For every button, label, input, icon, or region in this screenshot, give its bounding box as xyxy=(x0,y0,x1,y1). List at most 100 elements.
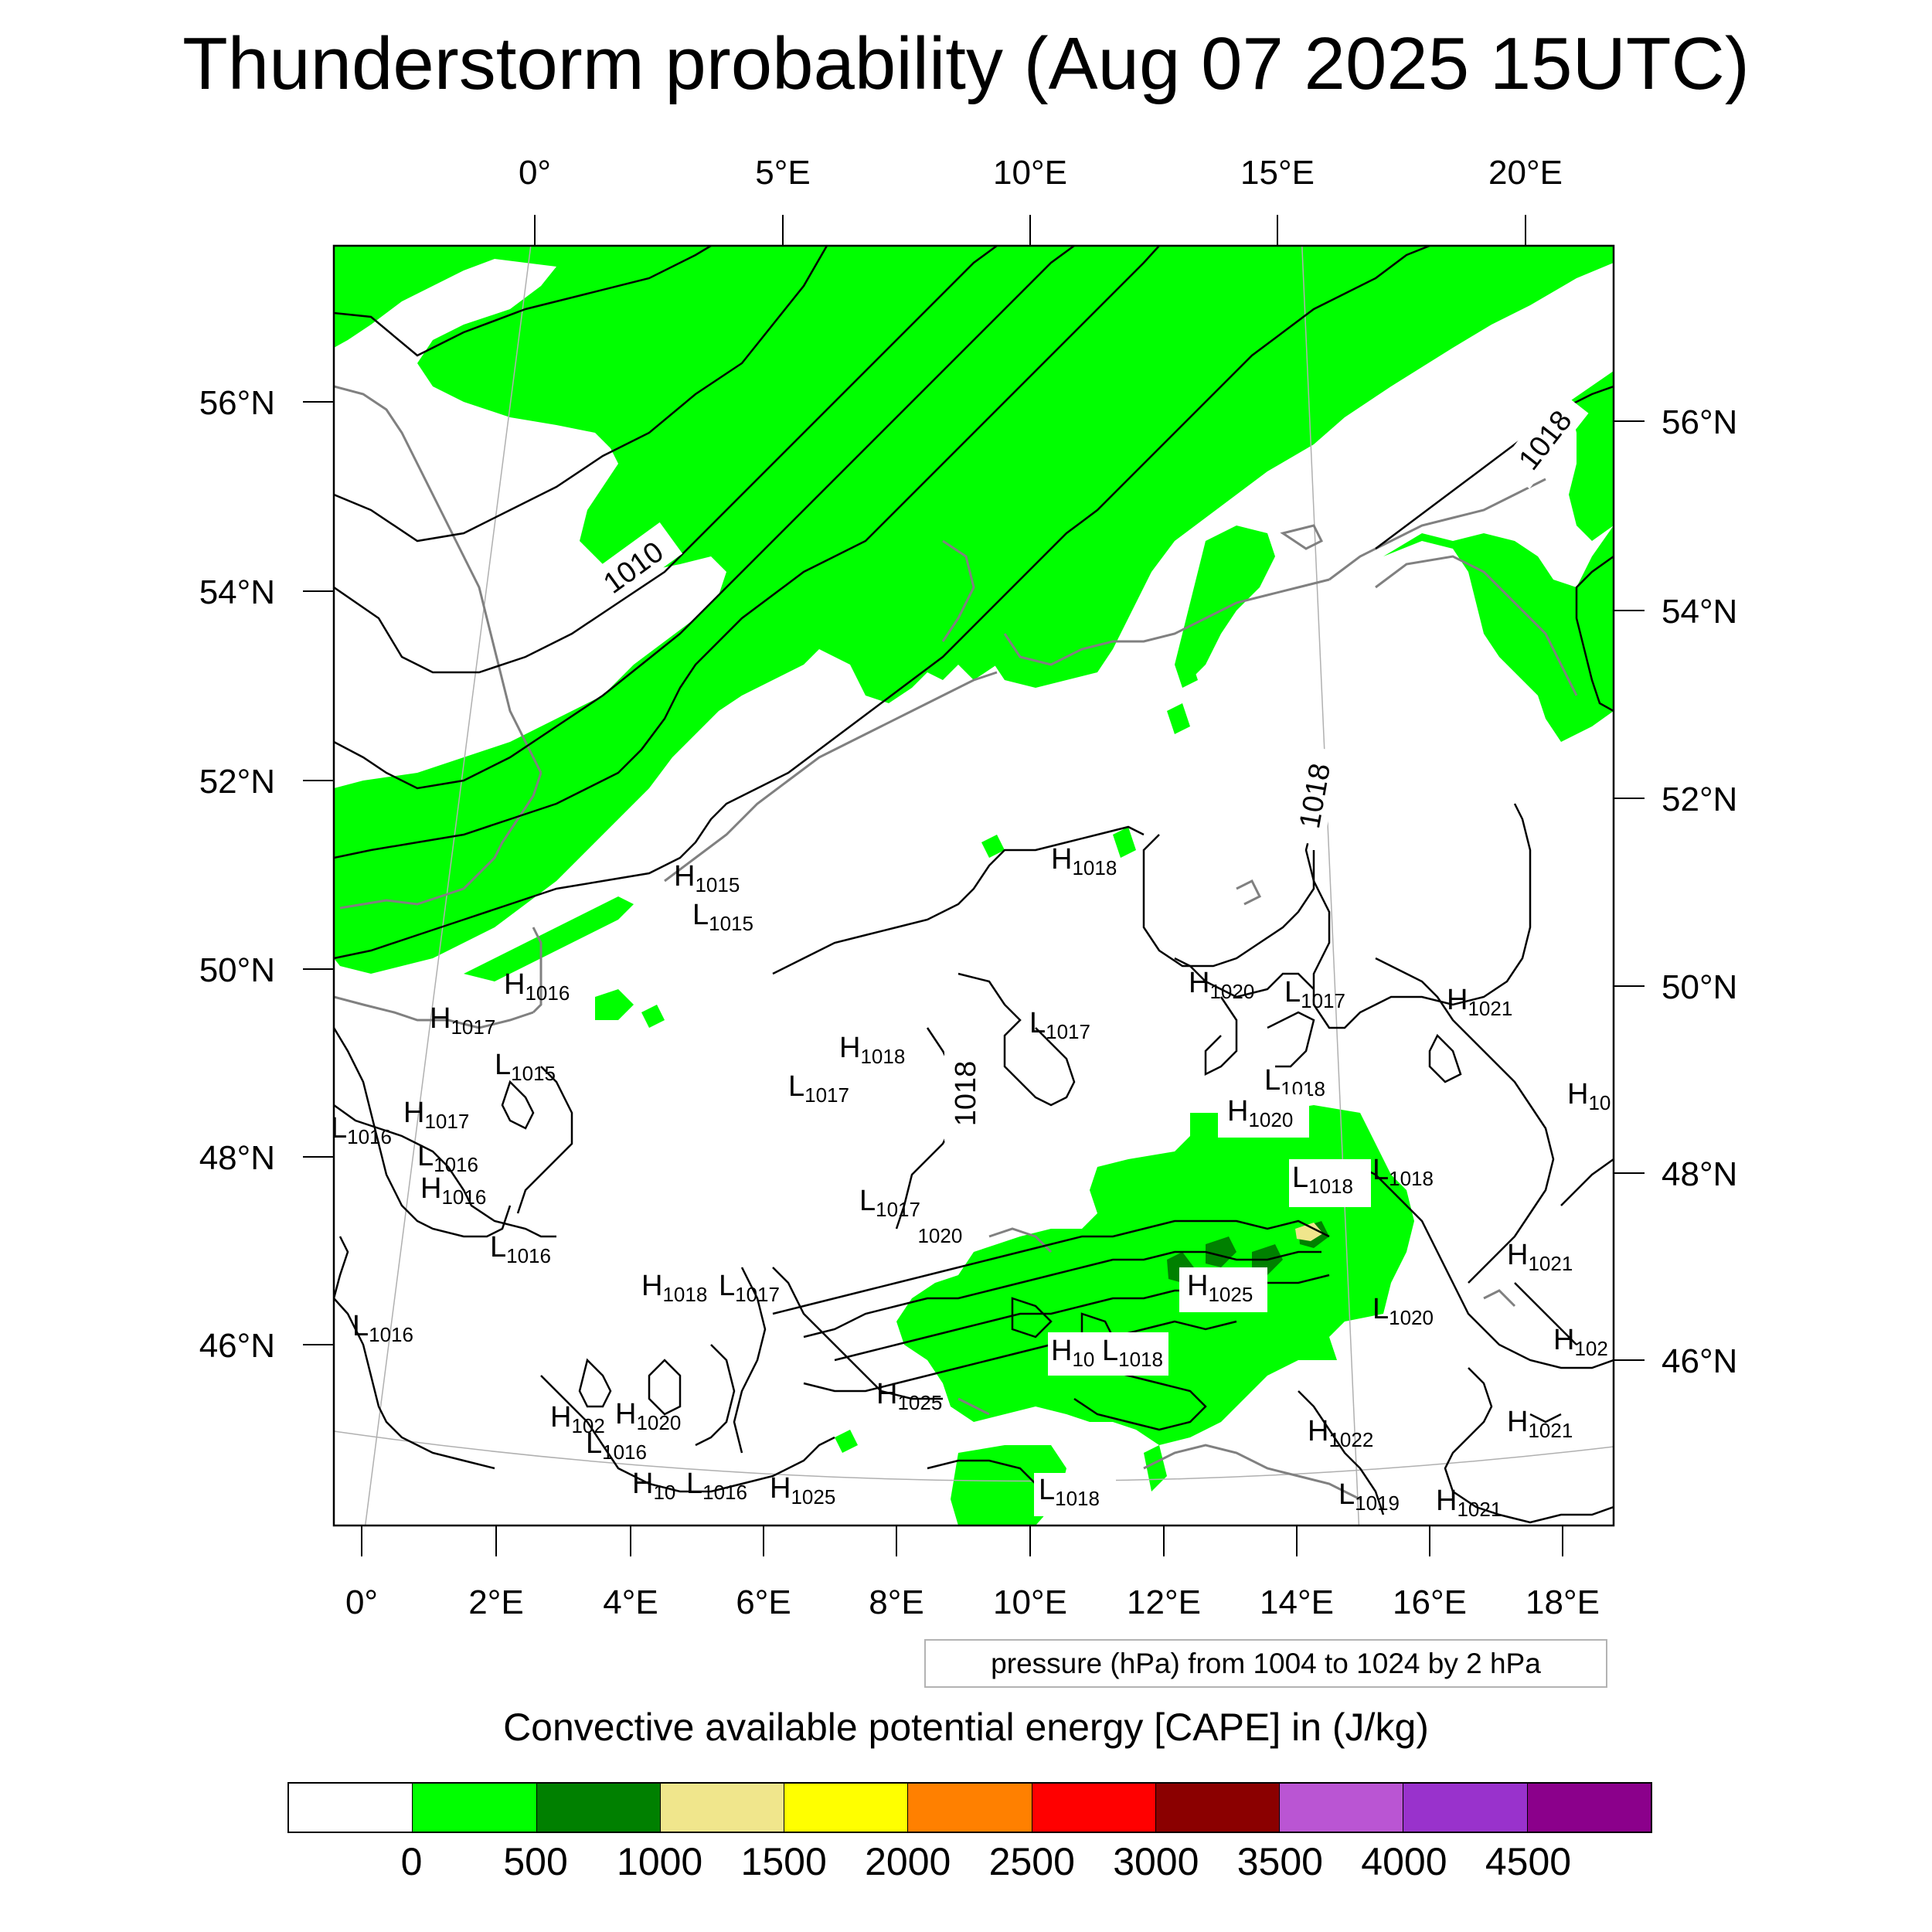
pressure-center-label: H1020 xyxy=(1189,967,1254,1003)
bottom-tick-label: 2°E xyxy=(468,1583,523,1621)
pressure-center-label: L1016 xyxy=(352,1310,413,1346)
graticule xyxy=(334,246,1614,1526)
colorbar-swatch xyxy=(1155,1784,1281,1832)
pressure-center-label: L1015 xyxy=(495,1049,556,1085)
colorbar-tick-label: 4000 xyxy=(1361,1840,1447,1883)
bottom-tick-label: 0° xyxy=(345,1583,378,1621)
pressure-center-label: H1020 xyxy=(1227,1095,1293,1131)
colorbar-swatch xyxy=(536,1784,661,1832)
coastlines xyxy=(334,385,1578,1501)
colorbar xyxy=(287,1782,1652,1833)
colorbar-swatch xyxy=(1280,1784,1404,1832)
pressure-center-label: L1018 xyxy=(1039,1474,1100,1510)
pressure-center-label: L1017 xyxy=(1029,1007,1090,1043)
pressure-center-label: H1021 xyxy=(1447,984,1512,1020)
bottom-tick-label: 16°E xyxy=(1393,1583,1467,1621)
pressure-center-label: H102 xyxy=(550,1401,605,1437)
left-tick-label: 52°N xyxy=(199,763,275,801)
colorbar-tick-label: 3500 xyxy=(1236,1840,1323,1883)
pressure-center-label: H1025 xyxy=(1187,1270,1253,1306)
bottom-tick-label: 6°E xyxy=(736,1583,791,1621)
pressure-center-label: H1015 xyxy=(674,860,740,896)
colorbar-swatch xyxy=(1527,1784,1651,1832)
pressure-center-label: L1016 xyxy=(331,1112,392,1148)
bottom-tick-label: 4°E xyxy=(603,1583,658,1621)
pressure-center-label: H1016 xyxy=(504,968,570,1005)
pressure-center-label: H10 xyxy=(632,1468,675,1504)
map-plot-area: 1010 1018 1018 1018 H1015 L1015 H1018 H1… xyxy=(331,246,1614,1526)
colorbar-swatch xyxy=(1032,1784,1156,1832)
pressure-center-label: L1017 xyxy=(859,1185,920,1221)
right-tick-label: 46°N xyxy=(1662,1342,1737,1380)
right-tick-label: 52°N xyxy=(1662,781,1737,818)
colorbar-tick-label: 1000 xyxy=(617,1840,703,1883)
pressure-center-label: H1025 xyxy=(770,1472,835,1509)
colorbar-swatch xyxy=(784,1784,909,1832)
pressure-center-label: L1018 xyxy=(1292,1162,1353,1198)
pressure-center-label: H1020 xyxy=(896,1211,962,1247)
colorbar-tick-label: 0 xyxy=(400,1840,423,1883)
left-tick-label: 46°N xyxy=(199,1327,275,1365)
pressure-center-label: L1016 xyxy=(586,1427,647,1464)
pressure-center-label: L1018 xyxy=(1372,1154,1434,1190)
pressure-center-label: L1018 xyxy=(1102,1335,1163,1371)
isobars xyxy=(334,246,1614,1524)
colorbar-swatch xyxy=(413,1784,537,1832)
colorbar-tick-label: 3000 xyxy=(1113,1840,1199,1883)
pressure-center-label: H102 xyxy=(1553,1324,1608,1360)
bottom-tick-label: 8°E xyxy=(869,1583,923,1621)
colorbar-swatch xyxy=(289,1784,413,1832)
pressure-center-label: H1020 xyxy=(615,1398,681,1434)
pressure-center-label: H10 xyxy=(1051,1335,1094,1371)
pressure-center-label: H1016 xyxy=(420,1172,486,1209)
colorbar-tick-label: 500 xyxy=(503,1840,568,1883)
colorbar-title: Convective available potential energy [C… xyxy=(503,1706,1429,1749)
pressure-center-label: H1021 xyxy=(1436,1485,1502,1521)
pressure-center-label: L1016 xyxy=(490,1231,551,1267)
top-axis-labels: 0° 5°E 10°E 15°E 20°E xyxy=(519,154,1563,192)
right-tick-label: 54°N xyxy=(1662,593,1737,631)
top-axis xyxy=(534,215,1526,246)
pressure-center-label: L1016 xyxy=(686,1468,747,1504)
colorbar-swatch xyxy=(660,1784,785,1832)
top-tick-label: 0° xyxy=(519,154,551,192)
left-tick-label: 56°N xyxy=(199,384,275,422)
left-axis xyxy=(303,401,334,1345)
bottom-tick-label: 14°E xyxy=(1260,1583,1334,1621)
bottom-axis xyxy=(361,1526,1563,1556)
colorbar-tick-label: 4500 xyxy=(1485,1840,1572,1883)
left-tick-label: 54°N xyxy=(199,573,275,611)
top-tick-label: 5°E xyxy=(755,154,810,192)
bottom-tick-label: 10°E xyxy=(993,1583,1067,1621)
right-tick-label: 50°N xyxy=(1662,968,1737,1006)
pressure-center-label: L1017 xyxy=(788,1070,849,1107)
top-tick-label: 15°E xyxy=(1240,154,1315,192)
pressure-center-label: H1018 xyxy=(839,1032,905,1068)
pressure-center-label: L1019 xyxy=(1338,1478,1400,1515)
right-axis-labels: 56°N 54°N 52°N 50°N 48°N 46°N xyxy=(1662,403,1737,1380)
pressure-center-label: H1025 xyxy=(876,1378,942,1414)
left-tick-label: 50°N xyxy=(199,951,275,989)
bottom-axis-labels: 0° 2°E 4°E 6°E 8°E 10°E 12°E 14°E 16°E 1… xyxy=(345,1583,1600,1621)
colorbar-labels: 0 500 1000 1500 2000 2500 3000 3500 4000 4500 xyxy=(287,1839,1652,1886)
bottom-tick-label: 12°E xyxy=(1127,1583,1201,1621)
pressure-center-label: H1017 xyxy=(430,1002,495,1039)
isobar-label: 1018 xyxy=(950,1061,982,1127)
colorbar-tick-label: 2000 xyxy=(865,1840,951,1883)
pressure-center-label: L1017 xyxy=(1284,976,1345,1012)
top-tick-label: 10°E xyxy=(993,154,1067,192)
left-axis-labels: 56°N 54°N 52°N 50°N 48°N 46°N xyxy=(199,384,275,1365)
pressure-center-label: H1022 xyxy=(1308,1415,1373,1451)
colorbar-tick-label: 1500 xyxy=(740,1840,827,1883)
right-tick-label: 48°N xyxy=(1662,1155,1737,1193)
pressure-centers: H1015 L1015 H1018 H1016 H1017 L1015 H101… xyxy=(331,843,1611,1521)
colorbar-swatch xyxy=(1403,1784,1528,1832)
pressure-center-label: H1021 xyxy=(1507,1406,1573,1442)
bottom-tick-label: 18°E xyxy=(1526,1583,1600,1621)
right-axis xyxy=(1614,420,1645,1361)
contour-legend: pressure (hPa) from 1004 to 1024 by 2 hP… xyxy=(924,1639,1607,1688)
pressure-center-label: H1021 xyxy=(1507,1239,1573,1275)
pressure-center-label: L1015 xyxy=(692,899,753,935)
colorbar-swatch xyxy=(908,1784,1032,1832)
